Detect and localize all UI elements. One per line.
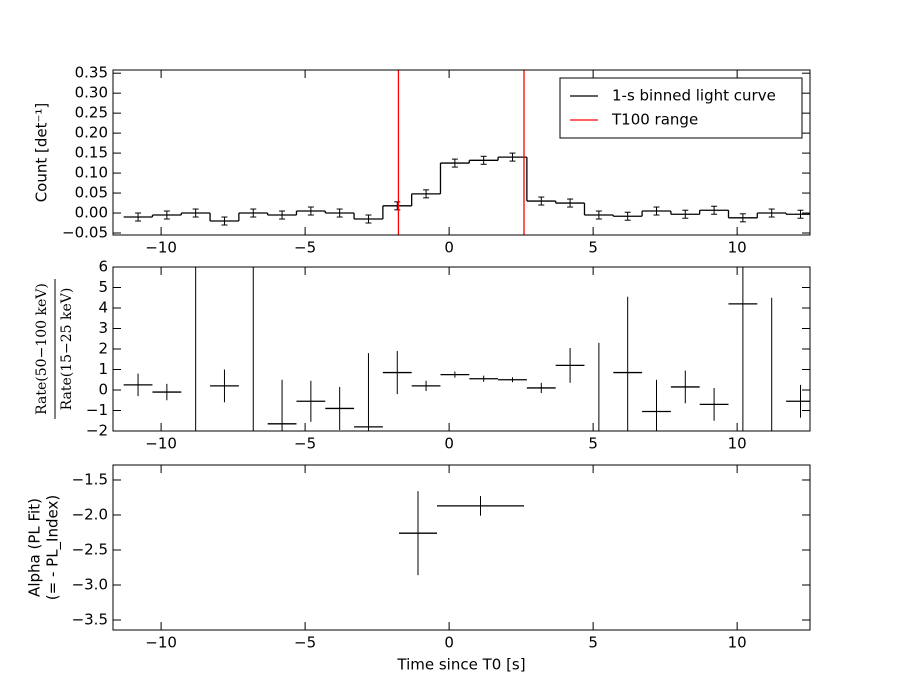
y-tick-label: −1.5 [72,470,108,488]
panel: −10 −5 0 5 10 −3.5 −3.0 −2.5 −2.0 −1.5 Alpha (PL F… [26,464,811,674]
x-tick-label: 10 [728,634,747,652]
x-axis-label: Time since T0 [s] [396,656,525,674]
plot-area [123,267,810,431]
y-tick-label: 4 [98,299,108,317]
x-tick-label: 0 [444,239,454,257]
y-tick-label: −2.5 [72,540,108,558]
y-tick-label: 0.25 [75,104,108,122]
y-tick-label: 0.15 [75,144,108,162]
y-tick-label: 6 [98,258,108,276]
x-tick-label: 10 [728,435,747,453]
x-tick-label: 10 [728,239,747,257]
y-tick-label: −2.0 [72,505,108,523]
x-tick-label: 0 [444,435,454,453]
x-tick-label: 5 [588,239,598,257]
y-tick-label: 1 [98,360,108,378]
y-tick-label: 0.20 [75,124,108,142]
y-tick-label: −2 [86,422,108,440]
y-tick-label: 0.30 [75,84,108,102]
y-tick-label: −1 [86,401,108,419]
x-tick-label: −5 [294,435,316,453]
y-tick-label: 5 [98,278,108,296]
x-tick-label: 5 [588,634,598,652]
y-tick-label: 0 [98,381,108,399]
y-tick-label: −3.0 [72,575,108,593]
x-tick-label: −10 [145,435,177,453]
x-tick-label: −10 [145,239,177,257]
x-tick-label: 5 [588,435,598,453]
panel: −10 −5 0 5 10 −0.05 0.00 0.05 0.10 0.15 0.20 0.25 0.… [33,64,811,257]
y-tick-label: 0.10 [75,164,108,182]
y-tick-label: 2 [98,340,108,358]
y-axis-label: (= - PL_Index) [44,495,63,600]
legend-box [559,77,803,139]
y-tick-label: 0.05 [75,184,108,202]
y-axis-label-denominator: Rate(15−25 keV) [59,288,75,411]
y-axis-label: Alpha (PL Fit) [26,498,44,597]
x-tick-label: 0 [444,634,454,652]
y-tick-label: 0.00 [75,204,108,222]
y-tick-label: 3 [98,319,108,337]
axes-frame [112,69,811,236]
y-tick-label: 0.35 [75,64,108,82]
plot-area [399,491,524,576]
y-tick-label: −0.05 [62,224,108,242]
x-tick-label: −10 [145,634,177,652]
x-tick-label: −5 [294,239,316,257]
legend-label: 1-s binned light curve [612,87,776,105]
axes-frame [112,464,811,631]
y-axis-label-numerator: Rate(50−100 keV) [34,283,50,415]
axes-frame [112,266,811,432]
y-tick-label: −3.5 [72,610,108,628]
legend-label: T100 range [611,111,698,129]
plot-area [123,70,810,235]
y-axis-label: Count [det⁻¹] [33,103,51,203]
x-tick-label: −5 [294,634,316,652]
